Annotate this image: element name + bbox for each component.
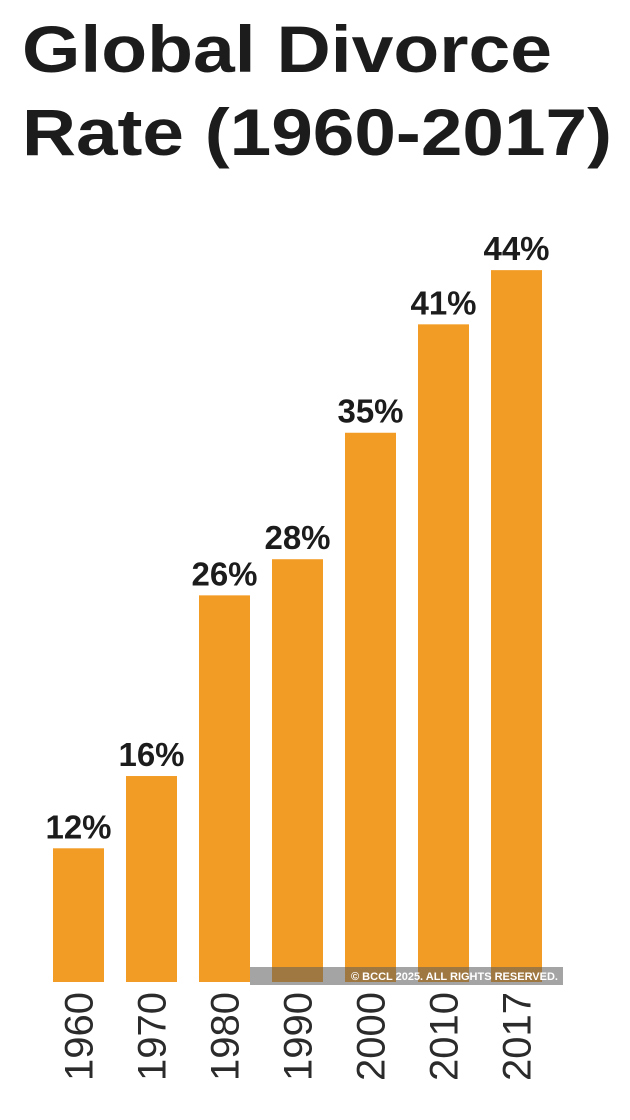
x-tick-label: 2017 xyxy=(496,992,540,1081)
value-label: 26% xyxy=(191,555,257,592)
value-label: 44% xyxy=(483,230,549,267)
x-tick-label: 1990 xyxy=(277,992,321,1081)
chart-title: Rate (1960-2017) xyxy=(22,95,612,169)
x-tick-label: 1960 xyxy=(58,992,102,1081)
chart-title: Global Divorce xyxy=(22,12,552,86)
value-label: 12% xyxy=(45,808,111,845)
bar xyxy=(491,270,542,982)
bar xyxy=(126,776,177,982)
x-tick-label: 2000 xyxy=(350,992,394,1081)
bar xyxy=(53,848,104,982)
x-tick-label: 1970 xyxy=(131,992,175,1081)
bar xyxy=(418,324,469,983)
credit: © BCCL 2025. ALL RIGHTS RESERVED. xyxy=(351,971,558,983)
value-label: 28% xyxy=(264,519,330,556)
bar xyxy=(345,432,396,982)
value-label: 35% xyxy=(337,393,403,430)
bar xyxy=(272,559,323,982)
bar xyxy=(199,595,250,982)
credit-band xyxy=(250,967,563,985)
x-tick-label: 2010 xyxy=(423,992,467,1081)
x-tick-label: 1980 xyxy=(204,992,248,1081)
value-label: 16% xyxy=(118,736,184,773)
value-label: 41% xyxy=(410,284,476,321)
